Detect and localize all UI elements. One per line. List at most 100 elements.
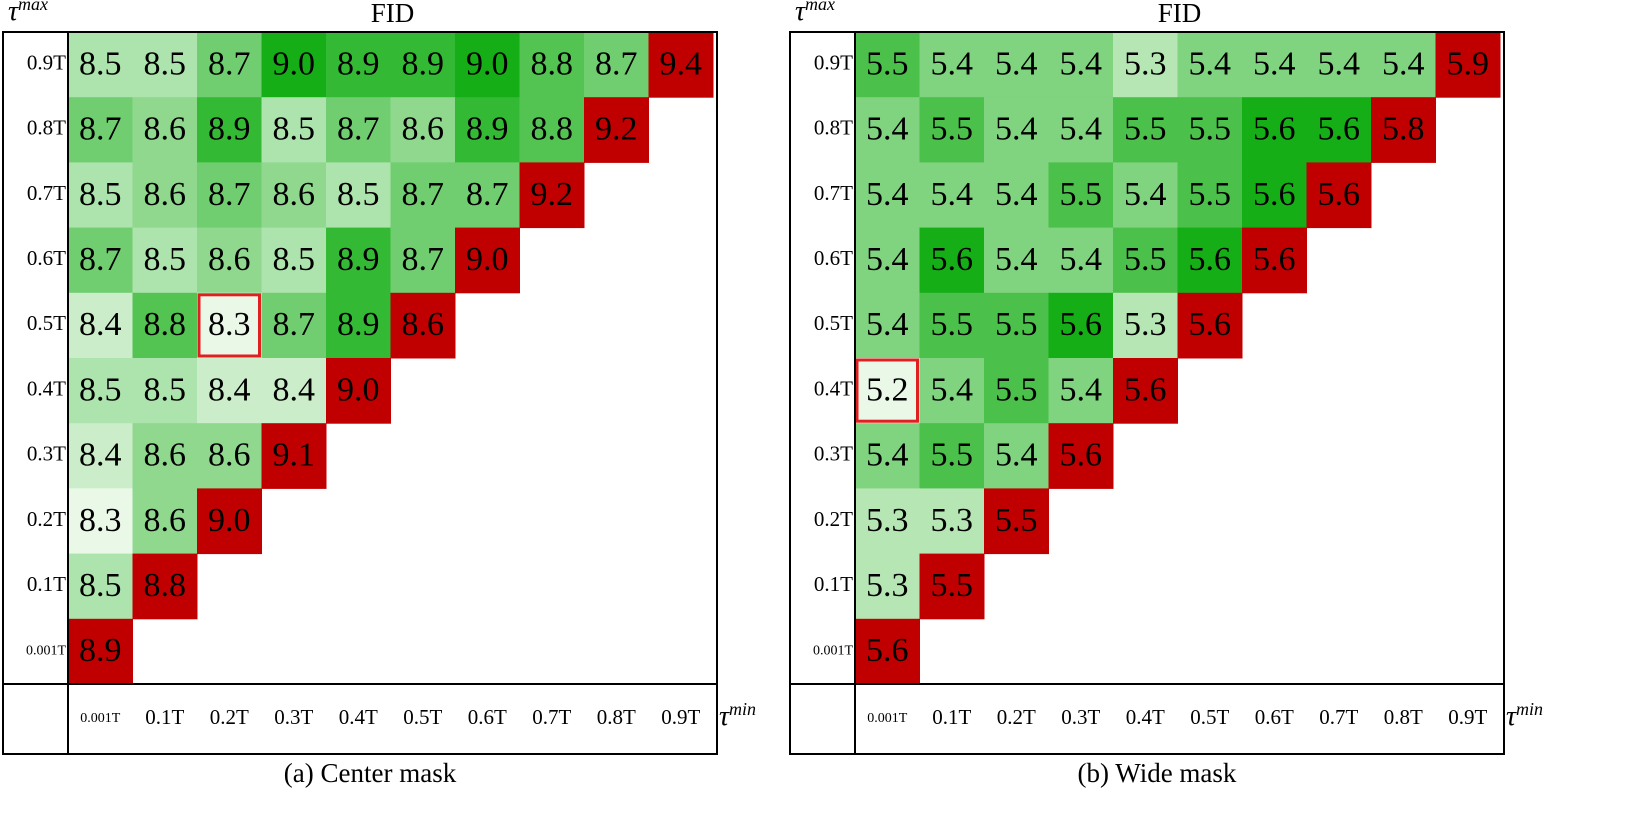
heatmap-cell — [132, 488, 198, 555]
cell-label: 5.4 — [995, 45, 1038, 82]
heatmap-cell — [68, 97, 133, 163]
cell-label: 5.6 — [1124, 371, 1167, 408]
cell-label: 5.5 — [995, 502, 1038, 539]
y-tick-label: 0.6T — [27, 246, 66, 270]
cell-label: 8.7 — [208, 45, 251, 82]
y-tick-label: 0.7T — [814, 181, 853, 205]
cell-label: 5.4 — [1318, 45, 1361, 82]
heatmap-cell — [919, 553, 985, 620]
y-axis-label-base: τ — [8, 0, 19, 27]
heatmap-cell — [132, 292, 198, 359]
cell-label: 5.9 — [1447, 45, 1490, 82]
heatmap-cell — [390, 227, 456, 294]
caption: (a) Center mask — [284, 758, 457, 788]
heatmap-cell — [519, 162, 585, 229]
cell-label: 5.6 — [1253, 111, 1296, 148]
heatmap-cell — [197, 97, 262, 163]
x-tick-label: 0.3T — [274, 705, 313, 729]
cell-label: 8.7 — [402, 176, 445, 213]
cell-label: 9.0 — [337, 371, 380, 408]
heatmap-cell — [132, 32, 198, 98]
heatmap-cell — [1242, 97, 1307, 163]
cell-label: 9.2 — [531, 176, 574, 213]
y-axis-label: τmax — [795, 0, 835, 27]
cell-label: 8.6 — [144, 176, 187, 213]
chart-title: FID — [1158, 0, 1202, 28]
cell-label: 5.4 — [931, 176, 974, 213]
heatmap-cell — [919, 423, 985, 489]
cell-label: 5.6 — [1318, 176, 1361, 213]
heatmap-cell — [1177, 292, 1243, 359]
cell-label: 5.5 — [931, 437, 974, 474]
cell-label: 5.5 — [1189, 111, 1232, 148]
x-tick-label: 0.2T — [997, 705, 1036, 729]
heatmap-cell — [855, 358, 920, 424]
x-tick-label: 0.4T — [1126, 705, 1165, 729]
heatmap-cell — [326, 358, 391, 424]
cell-label: 8.5 — [273, 241, 316, 278]
heatmap-cell — [68, 553, 133, 620]
y-tick-label: 0.7T — [27, 181, 66, 205]
heatmap-cell — [855, 618, 920, 685]
y-axis-label: τmax — [8, 0, 48, 27]
y-tick-label: 0.9T — [27, 50, 66, 74]
y-tick-label: 0.5T — [27, 311, 66, 335]
heatmap-cell — [855, 227, 920, 294]
cell-label: 5.4 — [1189, 45, 1232, 82]
cell-label: 8.9 — [337, 306, 380, 343]
cell-label: 5.4 — [1382, 45, 1425, 82]
cell-label: 8.7 — [595, 45, 638, 82]
heatmap-cell — [1048, 423, 1114, 489]
cell-label: 9.0 — [208, 502, 251, 539]
heatmap-cell — [261, 358, 327, 424]
x-axis-label-base: τ — [1506, 701, 1517, 732]
heatmap-cell — [1048, 97, 1114, 163]
cell-label: 5.3 — [866, 502, 909, 539]
heatmap-cell — [197, 162, 262, 229]
cell-label: 8.5 — [79, 176, 122, 213]
table-frame — [2, 31, 718, 755]
heatmap-cell — [68, 32, 133, 98]
heatmap-cell — [919, 227, 985, 294]
cell-label: 8.5 — [144, 45, 187, 82]
heatmap-cell — [855, 553, 920, 620]
cell-label: 8.7 — [466, 176, 509, 213]
cell-label: 8.8 — [144, 306, 187, 343]
heatmap-cell — [197, 227, 262, 294]
cell-label: 8.6 — [144, 111, 187, 148]
heatmap-cell — [519, 97, 585, 163]
cell-label: 8.5 — [79, 567, 122, 604]
cell-label: 8.4 — [273, 371, 316, 408]
heatmap-cell — [1306, 32, 1372, 98]
heatmap-cell — [584, 32, 649, 98]
heatmap-cell — [855, 97, 920, 163]
x-tick-label: 0.6T — [468, 705, 507, 729]
cell-label: 5.5 — [931, 306, 974, 343]
heatmap-cell — [1113, 358, 1178, 424]
heatmap-cell — [1048, 32, 1114, 98]
heatmap-cell — [326, 227, 391, 294]
y-tick-label: 0.6T — [814, 246, 853, 270]
y-tick-label: 0.1T — [27, 572, 66, 596]
heatmap-cell — [390, 97, 456, 163]
x-axis-label: τmin — [1506, 699, 1543, 732]
cell-label: 5.4 — [866, 241, 909, 278]
highlight-box — [197, 293, 261, 358]
cell-label: 5.2 — [866, 371, 909, 408]
heatmap-cell — [68, 488, 133, 555]
cell-label: 8.3 — [79, 502, 122, 539]
y-tick-label: 0.2T — [27, 507, 66, 531]
heatmap-cell — [1113, 97, 1178, 163]
heatmap-cell — [197, 292, 262, 359]
y-axis-label-sup: max — [18, 0, 48, 14]
cell-label: 8.6 — [402, 306, 445, 343]
cell-label: 5.5 — [931, 111, 974, 148]
cell-label: 8.9 — [466, 111, 509, 148]
cell-label: 8.6 — [144, 502, 187, 539]
heatmap-cell — [68, 358, 133, 424]
cell-label: 5.5 — [1124, 111, 1167, 148]
y-tick-label: 0.8T — [814, 116, 853, 140]
heatmap-cell — [455, 227, 520, 294]
heatmap-cell — [261, 97, 327, 163]
heatmap-cell — [919, 488, 985, 555]
